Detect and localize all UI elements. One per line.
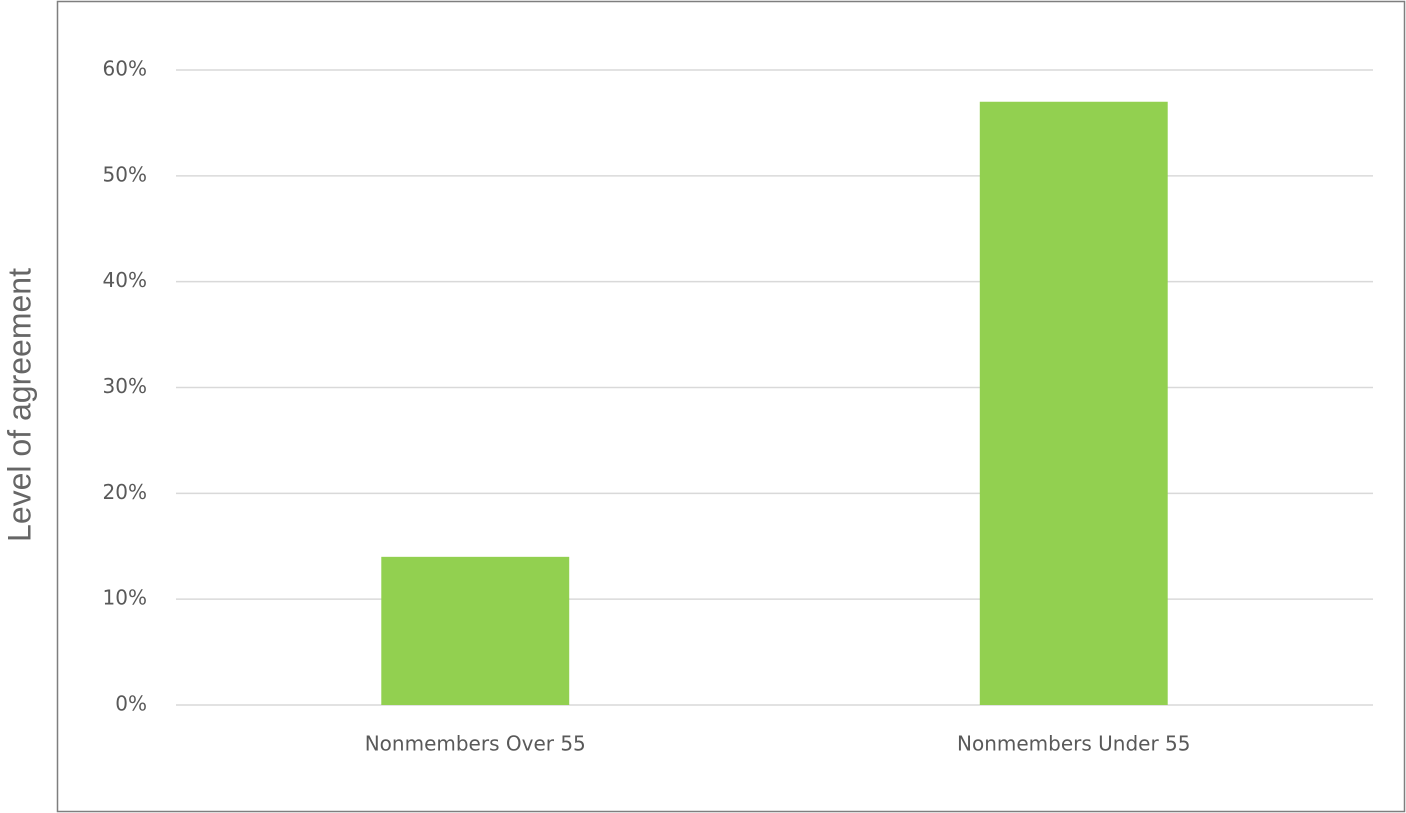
- x-tick-label: Nonmembers Under 55: [957, 732, 1191, 756]
- bar: [381, 556, 570, 705]
- y-tick-label: 60%: [103, 57, 147, 81]
- x-tick-label: Nonmembers Over 55: [365, 732, 586, 756]
- y-tick-label: 0%: [115, 692, 147, 716]
- y-axis-label: Level of agreement: [1, 268, 37, 542]
- y-tick-label: 10%: [103, 586, 147, 610]
- bar: [979, 101, 1168, 705]
- y-tick-label: 20%: [103, 480, 147, 504]
- y-tick-label: 40%: [103, 268, 147, 292]
- y-tick-label: 30%: [103, 374, 147, 398]
- chart-border: [56, 0, 1406, 813]
- y-tick-label: 50%: [103, 162, 147, 186]
